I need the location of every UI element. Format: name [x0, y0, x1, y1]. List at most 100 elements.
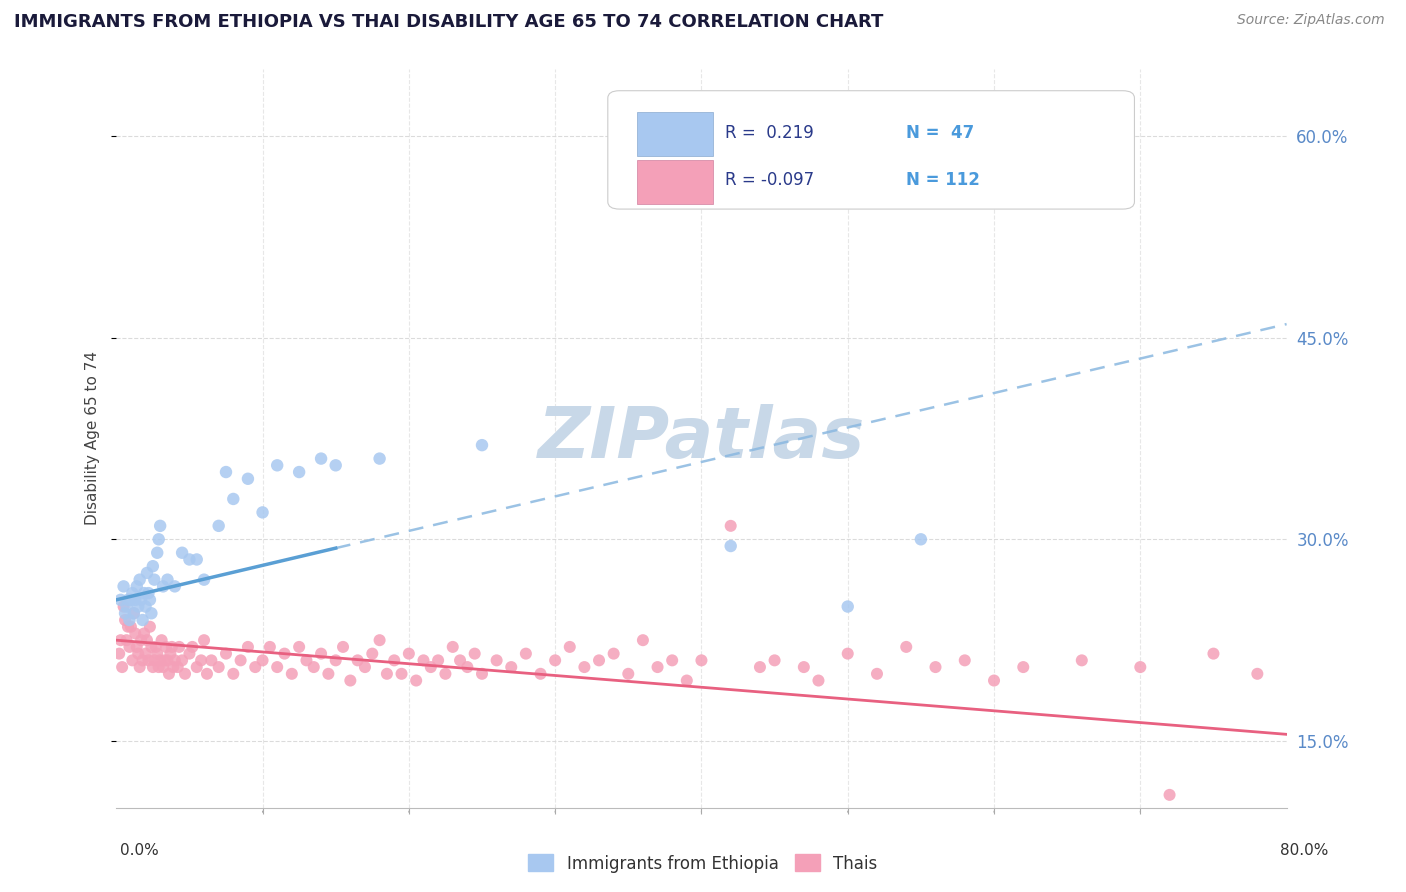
Legend: Immigrants from Ethiopia, Thais: Immigrants from Ethiopia, Thais [522, 847, 884, 880]
Point [295, 653, 318, 667]
Point [135, 647, 157, 661]
Point [111, 660, 134, 674]
Point [112, 579, 135, 593]
Point [574, 660, 596, 674]
Text: 0.0%: 0.0% [120, 843, 159, 858]
Point [143, 573, 166, 587]
Point [132, 626, 155, 640]
Point [110, 633, 132, 648]
Point [195, 666, 218, 681]
Point [143, 653, 166, 667]
Point [1202, 647, 1225, 661]
Point [222, 491, 245, 506]
Point [1012, 660, 1035, 674]
Point [529, 666, 551, 681]
Point [266, 660, 288, 674]
Point [405, 673, 427, 688]
Point [157, 666, 180, 681]
Point [1129, 660, 1152, 674]
Point [215, 465, 238, 479]
Point [146, 546, 169, 560]
Point [245, 660, 267, 674]
Text: 80.0%: 80.0% [1281, 843, 1329, 858]
Point [419, 660, 441, 674]
Point [129, 633, 152, 648]
Point [114, 613, 136, 627]
Point [153, 653, 176, 667]
Point [120, 592, 142, 607]
Point [124, 592, 146, 607]
FancyBboxPatch shape [637, 112, 713, 156]
Point [156, 653, 179, 667]
Point [129, 592, 152, 607]
Point [368, 633, 391, 648]
Point [118, 640, 141, 654]
Point [128, 573, 150, 587]
Point [763, 653, 786, 667]
Point [135, 599, 157, 614]
Point [142, 559, 165, 574]
Point [156, 573, 179, 587]
Point [309, 647, 332, 661]
Point [309, 451, 332, 466]
Point [837, 647, 859, 661]
Point [471, 666, 494, 681]
Point [325, 653, 347, 667]
Point [122, 607, 145, 621]
Point [122, 607, 145, 621]
Point [449, 653, 471, 667]
Point [167, 640, 190, 654]
Point [837, 599, 859, 614]
Point [120, 620, 142, 634]
Point [152, 660, 174, 674]
Point [471, 438, 494, 452]
Point [236, 640, 259, 654]
Point [690, 653, 713, 667]
Point [617, 666, 640, 681]
Point [675, 673, 697, 688]
FancyBboxPatch shape [607, 91, 1135, 209]
Point [215, 647, 238, 661]
Point [588, 653, 610, 667]
Point [661, 653, 683, 667]
Point [375, 666, 398, 681]
Point [259, 640, 281, 654]
Point [332, 640, 354, 654]
Point [110, 592, 132, 607]
Point [193, 633, 215, 648]
Point [136, 566, 159, 580]
Point [148, 660, 170, 674]
Point [434, 666, 457, 681]
Point [172, 546, 194, 560]
Point [924, 660, 946, 674]
Point [953, 653, 976, 667]
Point [127, 647, 149, 661]
Point [124, 626, 146, 640]
Point [179, 552, 201, 566]
Point [149, 519, 172, 533]
Point [398, 647, 420, 661]
Point [136, 633, 159, 648]
Point [544, 653, 567, 667]
Point [166, 660, 188, 674]
Point [325, 458, 347, 473]
Text: R = -0.097: R = -0.097 [725, 171, 814, 189]
Text: N =  47: N = 47 [907, 124, 974, 142]
Point [163, 579, 186, 593]
Point [720, 539, 742, 553]
Y-axis label: Disability Age 65 to 74: Disability Age 65 to 74 [86, 351, 100, 525]
Point [141, 640, 163, 654]
Point [464, 647, 486, 661]
Point [115, 599, 138, 614]
Point [456, 660, 478, 674]
Text: ZIPatlas: ZIPatlas [537, 404, 865, 473]
Point [382, 653, 405, 667]
Point [222, 666, 245, 681]
Text: N = 112: N = 112 [907, 171, 980, 189]
Point [139, 620, 162, 634]
Text: R =  0.219: R = 0.219 [725, 124, 814, 142]
Point [229, 653, 252, 667]
Point [1246, 666, 1268, 681]
Point [631, 633, 654, 648]
Point [288, 465, 311, 479]
